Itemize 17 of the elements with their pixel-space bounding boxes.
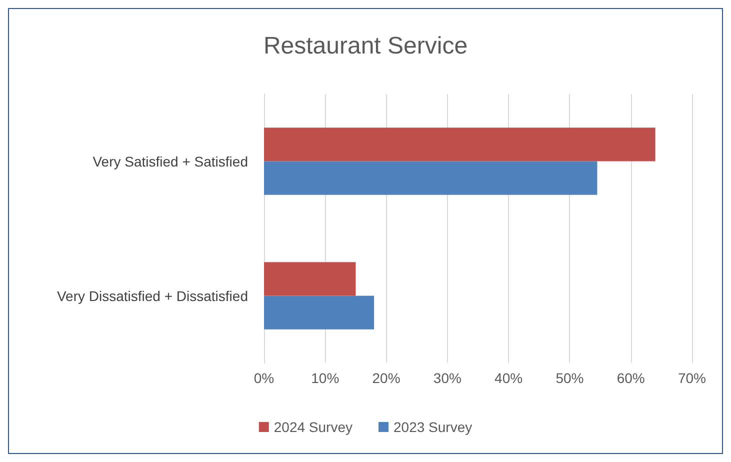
x-tick-label: 0% — [254, 370, 274, 386]
x-tick-label: 60% — [616, 370, 645, 386]
y-tick-label: Very Satisfied + Satisfied — [92, 153, 248, 170]
chart-title: Restaurant Service — [263, 32, 468, 60]
bar — [264, 161, 598, 195]
legend-label: 2024 Survey — [274, 419, 353, 435]
x-tick-label: 10% — [311, 370, 340, 386]
x-tick-label: 50% — [556, 370, 584, 386]
x-tick-label: 30% — [433, 370, 462, 386]
x-tick-label: 70% — [678, 370, 706, 386]
x-tick-label: 20% — [372, 370, 400, 386]
bar — [264, 128, 656, 162]
bar — [264, 296, 374, 330]
x-tick-label: 40% — [494, 370, 523, 386]
y-tick-label: Very Dissatisfied + Dissatisfied — [56, 288, 248, 304]
legend-label: 2023 Survey — [394, 419, 472, 435]
bar — [264, 262, 356, 296]
